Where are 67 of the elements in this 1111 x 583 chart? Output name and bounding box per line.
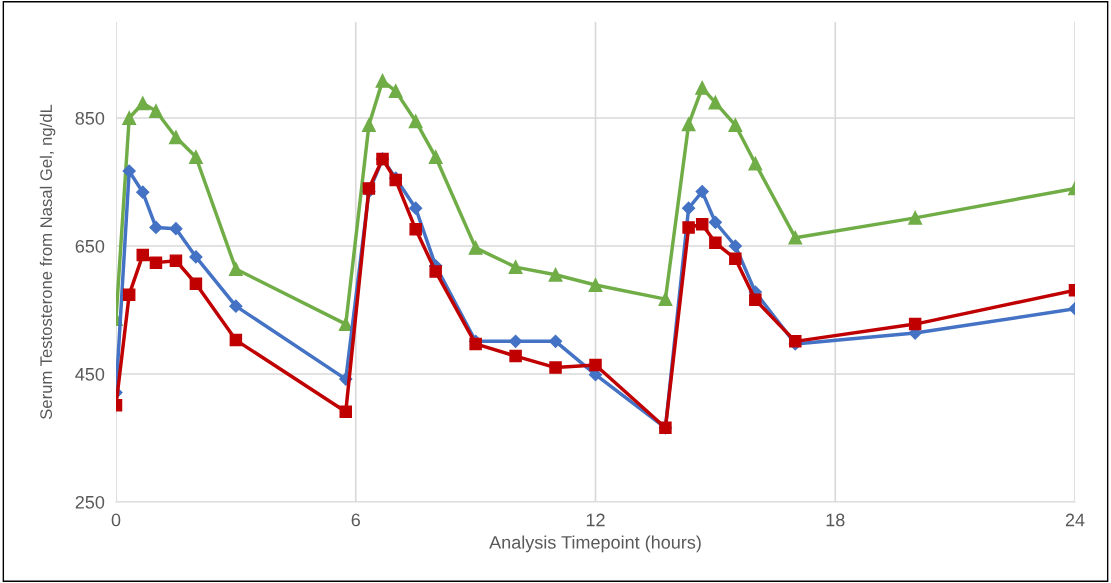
point: [695, 80, 710, 95]
point: [168, 130, 183, 145]
point: [708, 95, 723, 110]
point: [429, 265, 442, 278]
x-tick-label: 6: [351, 513, 360, 527]
y-tick-label: 650: [75, 239, 105, 253]
point: [169, 254, 183, 267]
point: [189, 277, 203, 291]
point: [588, 278, 603, 292]
x-axis-title: Analysis Timepoint (hours): [489, 535, 701, 553]
point: [228, 262, 243, 276]
point: [122, 164, 136, 178]
point: [708, 215, 722, 229]
point: [375, 73, 390, 88]
point: [229, 299, 243, 313]
point: [136, 185, 150, 199]
point: [548, 267, 563, 282]
x-tick-label: 18: [826, 513, 845, 527]
point: [122, 288, 136, 301]
point: [122, 111, 137, 125]
point: [681, 117, 696, 132]
x-tick-label: 12: [586, 513, 605, 527]
point: [409, 201, 423, 215]
point: [548, 334, 563, 348]
point: [709, 236, 722, 250]
point: [149, 256, 163, 269]
point: [748, 156, 763, 171]
point: [749, 293, 762, 307]
point: [229, 333, 243, 347]
y-axis-title: Serum Testosterone from Nasal Gel, ng/dL: [39, 104, 56, 420]
point: [362, 182, 376, 195]
point: [908, 210, 923, 225]
point: [728, 118, 743, 132]
point: [169, 222, 183, 236]
y-tick-label: 450: [75, 367, 105, 381]
point: [338, 317, 353, 332]
point: [188, 150, 203, 164]
point: [729, 252, 742, 266]
point: [695, 217, 709, 231]
point: [682, 201, 696, 215]
point: [408, 114, 423, 129]
point: [695, 185, 709, 199]
point: [908, 317, 922, 331]
point: [508, 260, 523, 275]
point: [509, 349, 522, 363]
point: [388, 84, 403, 99]
point: [428, 150, 443, 164]
point: [508, 334, 523, 348]
point: [135, 96, 150, 111]
x-tick-label: 24: [1065, 513, 1085, 527]
point: [589, 358, 602, 372]
point: [149, 104, 163, 118]
point: [788, 230, 803, 245]
point: [361, 118, 376, 132]
point: [136, 248, 150, 262]
point: [728, 239, 742, 253]
point: [468, 240, 483, 255]
x-tick-label: 0: [111, 513, 121, 527]
y-tick-label: 850: [75, 111, 105, 125]
point: [658, 292, 673, 307]
point: [339, 405, 353, 419]
point: [409, 223, 422, 236]
point: [549, 361, 562, 374]
y-tick-label: 250: [75, 495, 105, 509]
point: [682, 221, 695, 234]
point: [189, 250, 203, 264]
point: [149, 220, 163, 235]
